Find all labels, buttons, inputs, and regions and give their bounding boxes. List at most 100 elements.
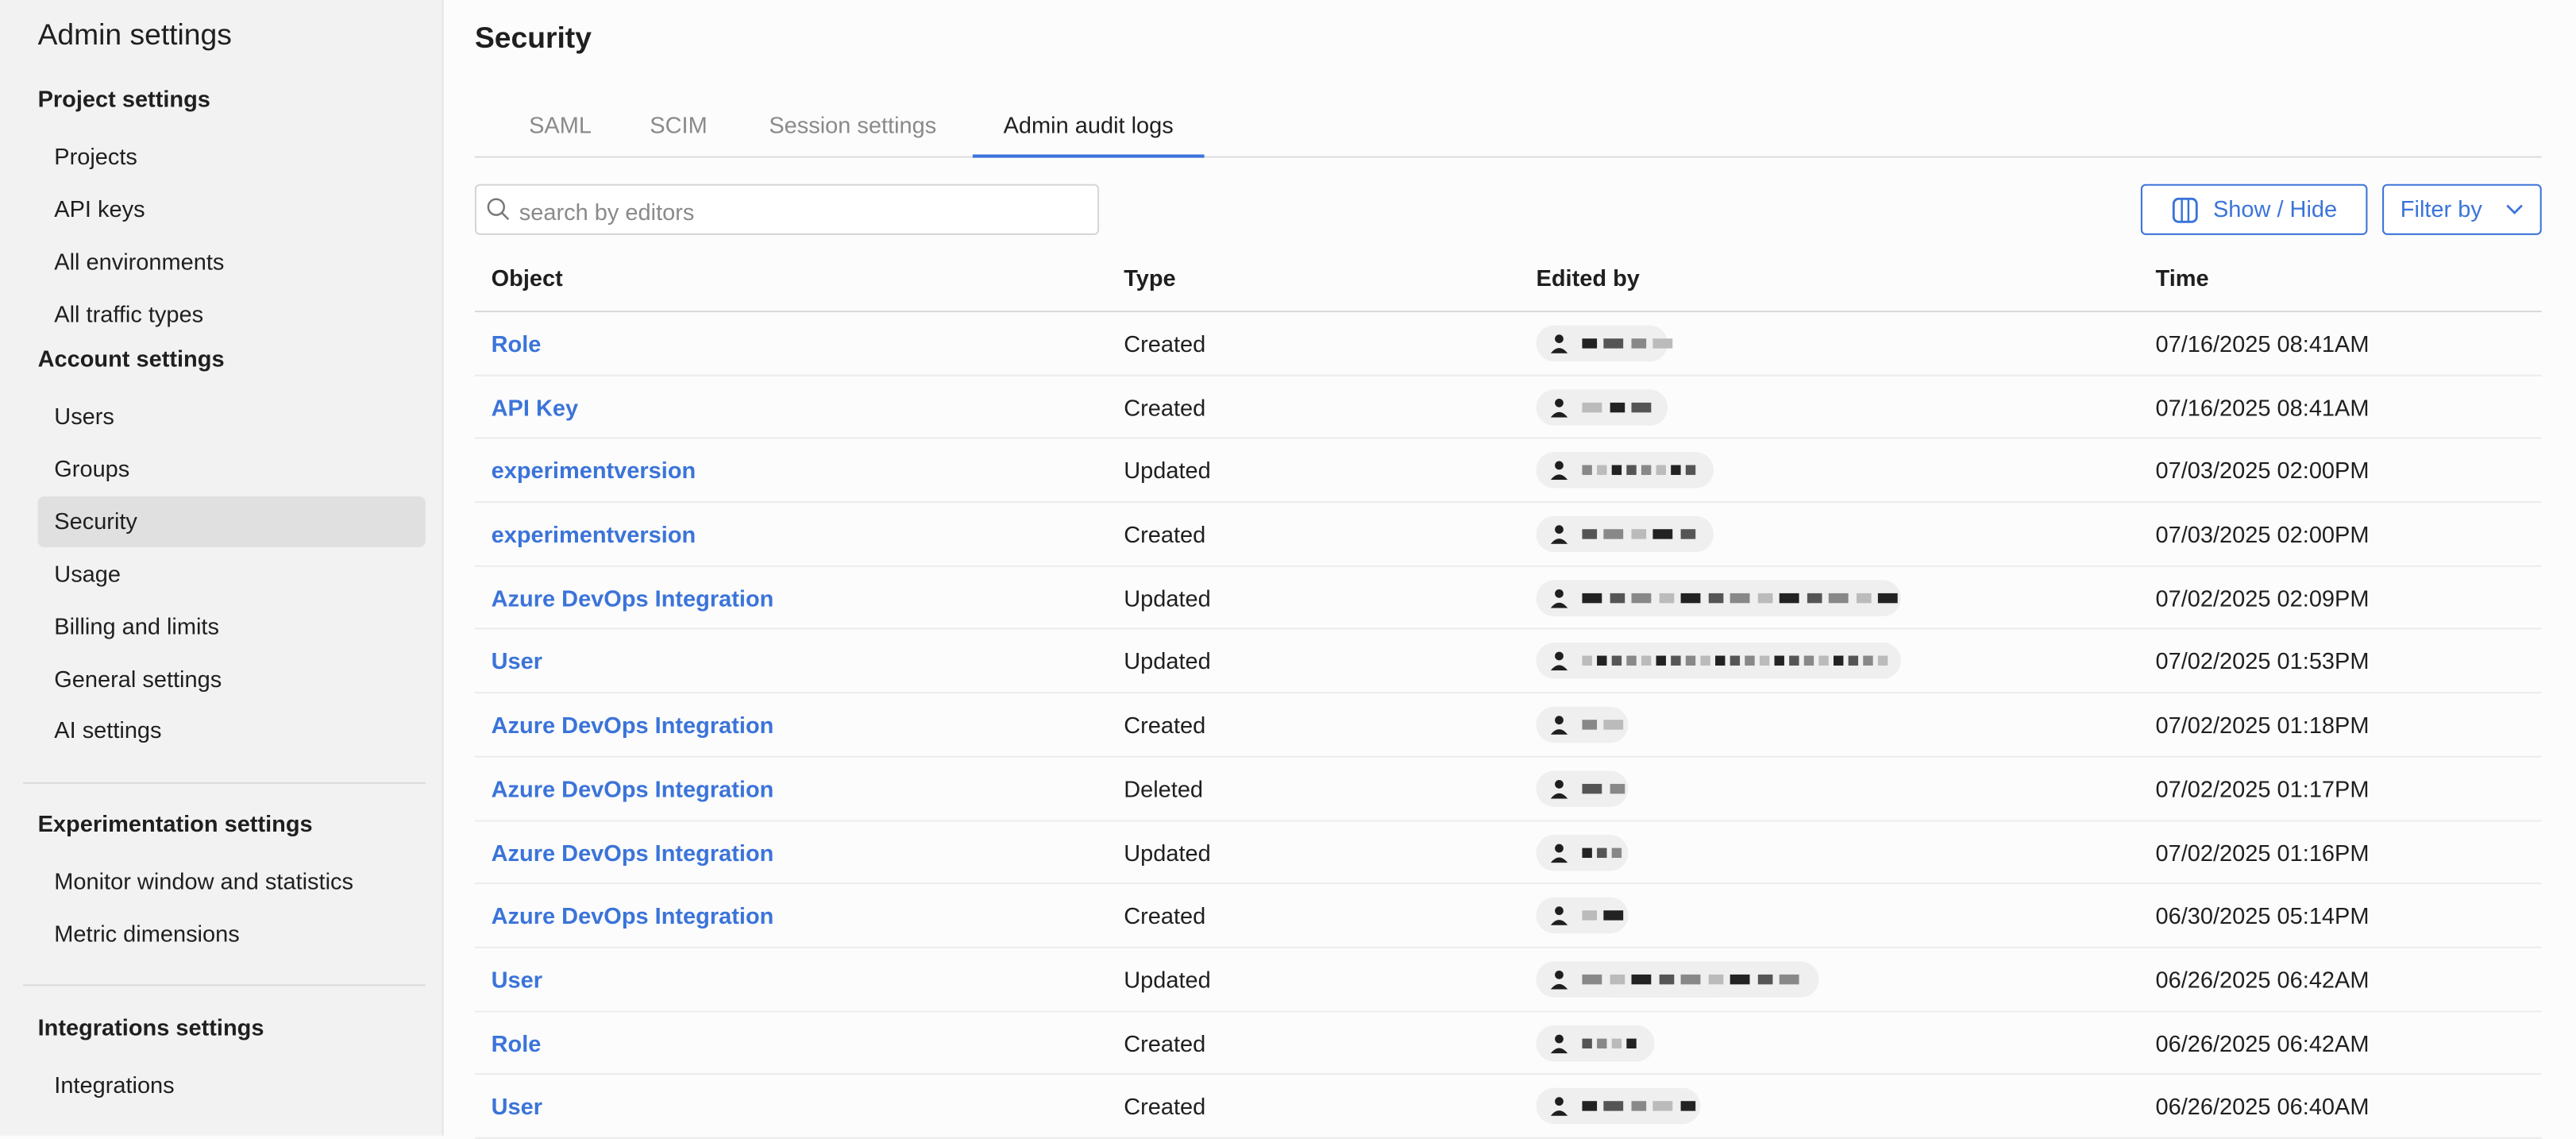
time-cell: 07/02/2025 01:18PM [2155, 712, 2370, 739]
sidebar-item-metric-dimensions[interactable]: Metric dimensions [54, 920, 240, 947]
table-row[interactable]: Azure DevOps Integration Created 06/30/2… [474, 885, 2542, 948]
sidebar-item-all-traffic-types[interactable]: All traffic types [54, 299, 204, 327]
editor-chip [1536, 1025, 1655, 1061]
sidebar-item-security[interactable]: Security [37, 496, 426, 547]
sidebar-item-api-keys[interactable]: API keys [54, 195, 145, 222]
table-row[interactable]: User Created 06/26/2025 06:40AM [474, 1075, 2542, 1139]
page-title: Security [474, 21, 592, 55]
user-icon [1550, 652, 1568, 672]
tab-scim[interactable]: SCIM [650, 111, 708, 138]
main-content: Security SAML SCIM Session settings Admi… [444, 0, 2576, 1139]
tab-admin-audit-logs[interactable]: Admin audit logs [972, 92, 1205, 158]
time-cell: 07/02/2025 02:09PM [2155, 585, 2370, 612]
columns-icon [2172, 197, 2198, 223]
time-cell: 06/26/2025 06:42AM [2155, 966, 2370, 993]
sidebar-item-groups[interactable]: Groups [54, 454, 130, 481]
time-cell: 07/03/2025 02:00PM [2155, 457, 2370, 485]
column-header-time[interactable]: Time [2155, 264, 2209, 292]
sidebar-item-general-settings[interactable]: General settings [54, 664, 222, 692]
time-cell: 07/03/2025 02:00PM [2155, 521, 2370, 548]
object-link[interactable]: User [491, 1093, 543, 1120]
type-cell: Created [1124, 902, 1206, 929]
type-cell: Created [1124, 1029, 1206, 1056]
object-link[interactable]: Azure DevOps Integration [491, 902, 774, 929]
type-cell: Updated [1124, 457, 1211, 485]
chevron-down-icon [2506, 204, 2523, 214]
sidebar-item-integrations[interactable]: Integrations [54, 1071, 175, 1098]
column-header-edited-by[interactable]: Edited by [1536, 264, 1640, 292]
user-icon [1550, 525, 1568, 544]
table-row[interactable]: API Key Created 07/16/2025 08:41AM [474, 376, 2542, 440]
table-row[interactable]: Azure DevOps Integration Deleted 07/02/2… [474, 757, 2542, 821]
table-row[interactable]: User Updated 07/02/2025 01:53PM [474, 630, 2542, 694]
sidebar-item-monitor-window-and-statistics[interactable]: Monitor window and statistics [54, 867, 353, 894]
type-cell: Updated [1124, 839, 1211, 866]
editor-chip [1536, 579, 1901, 616]
table-row[interactable]: Azure DevOps Integration Created 07/02/2… [474, 693, 2542, 758]
filter-by-label: Filter by [2400, 195, 2482, 222]
object-link[interactable]: Azure DevOps Integration [491, 775, 774, 802]
user-icon [1550, 970, 1568, 990]
user-icon [1550, 461, 1568, 481]
sidebar-item-projects[interactable]: Projects [54, 143, 137, 170]
tab-saml[interactable]: SAML [529, 111, 592, 138]
type-cell: Created [1124, 393, 1206, 421]
table-row[interactable]: experimentversion Created 07/03/2025 02:… [474, 503, 2542, 567]
sidebar-section-header: Experimentation settings [37, 810, 313, 837]
object-link[interactable]: Role [491, 330, 542, 357]
object-link[interactable]: API Key [491, 393, 579, 421]
editor-chip [1536, 643, 1901, 680]
time-cell: 06/26/2025 06:42AM [2155, 1029, 2370, 1056]
editor-chip [1536, 834, 1629, 871]
object-link[interactable]: Azure DevOps Integration [491, 585, 774, 612]
filter-by-dropdown[interactable]: Filter by [2382, 183, 2542, 235]
time-cell: 07/02/2025 01:16PM [2155, 839, 2370, 866]
sidebar-item-all-environments[interactable]: All environments [54, 247, 225, 275]
column-header-object[interactable]: Object [491, 264, 563, 292]
search-icon [487, 198, 510, 221]
audit-log-table: Object Type Edited by Time Role Created … [474, 246, 2542, 1139]
time-cell: 06/30/2025 05:14PM [2155, 902, 2370, 929]
sidebar-divider [22, 984, 426, 986]
sidebar-item-users[interactable]: Users [54, 402, 114, 430]
editor-chip [1536, 325, 1673, 362]
tab-bar: SAML SCIM Session settings Admin audit l… [474, 92, 2542, 158]
user-icon [1550, 906, 1568, 926]
user-icon [1550, 716, 1568, 736]
object-link[interactable]: Azure DevOps Integration [491, 839, 774, 866]
time-cell: 07/16/2025 08:41AM [2155, 393, 2370, 421]
type-cell: Updated [1124, 966, 1211, 993]
column-header-type[interactable]: Type [1124, 264, 1176, 292]
type-cell: Created [1124, 712, 1206, 739]
object-link[interactable]: User [491, 966, 543, 993]
type-cell: Created [1124, 521, 1206, 548]
object-link[interactable]: Role [491, 1029, 542, 1056]
user-icon [1550, 398, 1568, 417]
user-icon [1550, 589, 1568, 608]
table-row[interactable]: User Updated 06/26/2025 06:42AM [474, 948, 2542, 1012]
sidebar: Admin settings Project settings Projects A… [0, 0, 444, 1136]
type-cell: Created [1124, 1093, 1206, 1120]
sidebar-item-billing-and-limits[interactable]: Billing and limits [54, 612, 219, 639]
table-row[interactable]: Azure DevOps Integration Updated 07/02/2… [474, 820, 2542, 885]
table-row[interactable]: Role Created 07/16/2025 08:41AM [474, 312, 2542, 376]
table-row[interactable]: experimentversion Updated 07/03/2025 02:… [474, 439, 2542, 504]
type-cell: Deleted [1124, 775, 1204, 802]
sidebar-item-usage[interactable]: Usage [54, 559, 121, 586]
search-input[interactable] [515, 185, 1082, 237]
object-link[interactable]: User [491, 648, 543, 675]
object-link[interactable]: experimentversion [491, 521, 696, 548]
show-hide-button[interactable]: Show / Hide [2140, 183, 2368, 235]
editor-chip [1536, 898, 1629, 934]
object-link[interactable]: Azure DevOps Integration [491, 712, 774, 739]
object-link[interactable]: experimentversion [491, 457, 696, 485]
sidebar-item-ai-settings[interactable]: AI settings [54, 716, 162, 743]
show-hide-label: Show / Hide [2212, 195, 2338, 222]
sidebar-section-header: Account settings [37, 345, 225, 372]
table-row[interactable]: Azure DevOps Integration Updated 07/02/2… [474, 566, 2542, 631]
tab-session-settings[interactable]: Session settings [769, 111, 937, 138]
time-cell: 06/26/2025 06:40AM [2155, 1093, 2370, 1120]
type-cell: Updated [1124, 648, 1211, 675]
sidebar-section-header: Integrations settings [37, 1014, 264, 1041]
table-row[interactable]: Role Created 06/26/2025 06:42AM [474, 1012, 2542, 1075]
